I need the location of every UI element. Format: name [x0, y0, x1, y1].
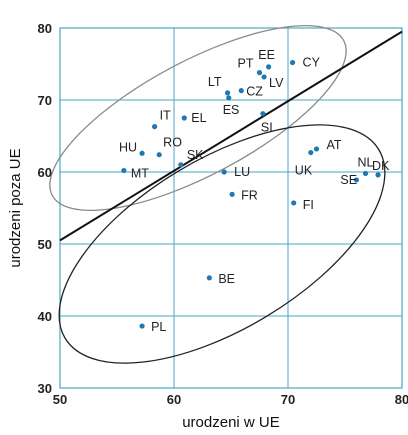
point-label-lu: LU: [234, 165, 250, 179]
point-label-sk: SK: [187, 148, 204, 162]
x-tick-label-80: 80: [395, 392, 408, 407]
grid: [59, 27, 403, 389]
point-label-nl: NL: [358, 155, 374, 169]
point-labels: CY EE PT LV LT CZ ES SI EL IT HU RO SK MT LU FR FI AT UK NL…: [119, 48, 390, 334]
point-label-el: EL: [191, 111, 206, 125]
point-label-cz: CZ: [246, 85, 263, 99]
data-point-pl: [139, 323, 145, 329]
tick-labels: 50 60 70 80 30 40 50 60 70 80: [38, 21, 408, 407]
y-axis-title: urodzeni poza UE: [7, 148, 24, 267]
x-axis-title: urodzeni w UE: [182, 414, 280, 431]
point-label-lv: LV: [269, 76, 284, 90]
data-point-pt: [256, 70, 263, 76]
data-point-it: [152, 124, 158, 130]
ellipse-upper: [49, 24, 347, 212]
point-label-se: SE: [340, 173, 357, 187]
point-label-uk: UK: [295, 164, 313, 178]
data-point-nl: [362, 170, 369, 177]
x-tick-label-70: 70: [281, 392, 295, 407]
data-point-ee: [266, 64, 272, 70]
point-label-lt: LT: [208, 75, 222, 89]
y-tick-label-50: 50: [38, 237, 52, 252]
data-point-sk: [178, 162, 184, 168]
point-label-hu: HU: [119, 140, 137, 154]
point-label-ee: EE: [258, 48, 275, 62]
point-label-at: AT: [327, 138, 342, 152]
trend-line: [59, 30, 403, 242]
plot-frame: [59, 27, 403, 389]
point-label-si: SI: [261, 121, 273, 135]
data-point-el: [181, 115, 187, 121]
point-label-dk: DK: [372, 159, 390, 173]
data-point-hu: [139, 150, 145, 156]
point-label-be: BE: [218, 272, 235, 286]
data-point-at: [313, 146, 320, 152]
data-point-uk: [308, 149, 314, 156]
data-point-be: [206, 275, 212, 281]
data-point-mt: [121, 167, 127, 174]
ellipse-lower: [58, 124, 386, 364]
point-label-fi: FI: [303, 198, 314, 212]
data-point-si: [260, 111, 266, 117]
point-label-mt: MT: [131, 167, 149, 181]
data-point-es: [226, 95, 232, 101]
data-point-ro: [156, 152, 162, 158]
y-tick-label-40: 40: [38, 309, 52, 324]
data-point-lv: [261, 74, 267, 80]
data-point-se: [353, 177, 359, 183]
point-label-fr: FR: [241, 188, 258, 202]
data-point-lu: [221, 169, 227, 175]
x-tick-label-60: 60: [167, 392, 181, 407]
data-point-dk: [375, 172, 381, 178]
x-tick-label-50: 50: [53, 392, 67, 407]
point-label-it: IT: [160, 109, 171, 123]
y-tick-label-80: 80: [38, 21, 52, 36]
group-ellipses: [49, 24, 386, 364]
y-tick-label-30: 30: [38, 381, 52, 396]
point-label-ro: RO: [163, 136, 182, 150]
point-label-cy: CY: [303, 56, 321, 70]
data-point-lt: [224, 90, 231, 96]
point-label-es: ES: [223, 103, 240, 117]
y-tick-label-60: 60: [38, 165, 52, 180]
regression-line: [59, 30, 403, 242]
y-tick-label-70: 70: [38, 93, 52, 108]
data-points: [121, 59, 381, 329]
point-label-pt: PT: [238, 57, 254, 71]
data-point-fi: [291, 200, 297, 206]
data-point-cy: [289, 59, 296, 66]
data-point-cz: [238, 88, 244, 94]
data-point-fr: [229, 191, 235, 197]
point-label-pl: PL: [151, 320, 166, 334]
